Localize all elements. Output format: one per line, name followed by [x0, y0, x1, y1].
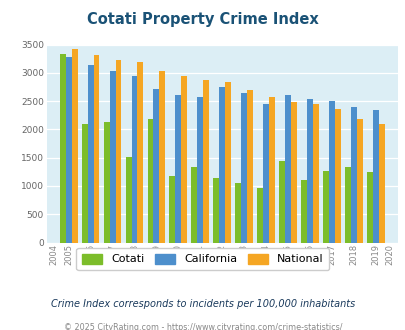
- Bar: [312, 104, 318, 243]
- Text: Crime Index corresponds to incidents per 100,000 inhabitants: Crime Index corresponds to incidents per…: [51, 299, 354, 309]
- Bar: [356, 119, 362, 243]
- Bar: [262, 104, 269, 243]
- Bar: [328, 101, 334, 243]
- Bar: [137, 62, 143, 243]
- Bar: [71, 49, 77, 243]
- Bar: [334, 109, 340, 243]
- Bar: [372, 110, 378, 243]
- Bar: [109, 71, 115, 243]
- Bar: [169, 176, 175, 243]
- Bar: [301, 180, 306, 243]
- Bar: [93, 55, 99, 243]
- Bar: [344, 167, 350, 243]
- Bar: [269, 97, 275, 243]
- Bar: [241, 93, 247, 243]
- Bar: [290, 102, 296, 243]
- Legend: Cotati, California, National: Cotati, California, National: [76, 248, 329, 270]
- Bar: [191, 167, 197, 243]
- Bar: [181, 76, 187, 243]
- Bar: [81, 124, 87, 243]
- Bar: [131, 76, 137, 243]
- Bar: [66, 57, 71, 243]
- Bar: [257, 188, 262, 243]
- Bar: [322, 171, 328, 243]
- Bar: [87, 65, 93, 243]
- Bar: [279, 160, 284, 243]
- Text: © 2025 CityRating.com - https://www.cityrating.com/crime-statistics/: © 2025 CityRating.com - https://www.city…: [64, 323, 341, 330]
- Text: Cotati Property Crime Index: Cotati Property Crime Index: [87, 12, 318, 26]
- Bar: [235, 182, 241, 243]
- Bar: [350, 107, 356, 243]
- Bar: [247, 90, 252, 243]
- Bar: [125, 156, 131, 243]
- Bar: [175, 95, 181, 243]
- Bar: [225, 82, 230, 243]
- Bar: [153, 89, 159, 243]
- Bar: [306, 99, 312, 243]
- Bar: [159, 71, 165, 243]
- Bar: [60, 54, 66, 243]
- Bar: [197, 97, 203, 243]
- Bar: [378, 124, 384, 243]
- Bar: [219, 87, 225, 243]
- Bar: [213, 178, 219, 243]
- Bar: [284, 95, 290, 243]
- Bar: [203, 80, 209, 243]
- Bar: [366, 172, 372, 243]
- Bar: [115, 59, 121, 243]
- Bar: [147, 119, 153, 243]
- Bar: [103, 122, 109, 243]
